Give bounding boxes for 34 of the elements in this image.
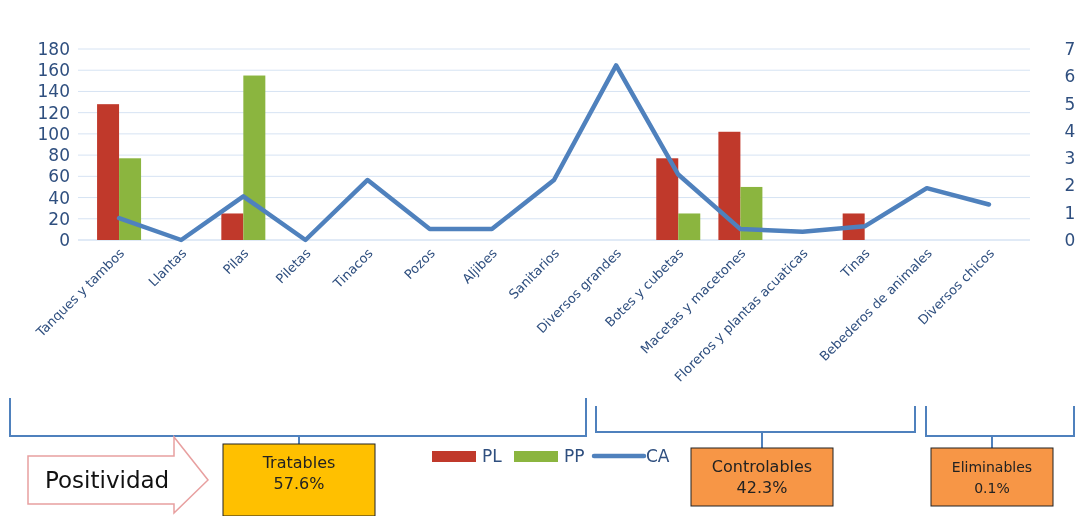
y-tick-label: 40 [48, 187, 70, 208]
y2-tick-label: 6 [1064, 66, 1076, 87]
y-tick-label: 60 [48, 166, 70, 187]
legend-label: CA [646, 446, 670, 466]
y-tick-label: 20 [48, 208, 70, 229]
bar [119, 158, 142, 240]
text: Eliminables 0.1% [951, 459, 1033, 496]
y-tick-label: 80 [48, 145, 70, 166]
y-tick-label: 180 [37, 38, 70, 59]
y2-tick-label: 5 [1064, 93, 1076, 114]
y2-tick-label: 0 [1064, 229, 1076, 250]
bar [243, 75, 266, 240]
y2-tick-label: 1 [1064, 202, 1076, 223]
bar [656, 158, 679, 240]
bar [678, 213, 701, 240]
line-series [116, 63, 992, 243]
bar [97, 104, 120, 240]
legend-label: PL [482, 446, 503, 466]
text: Positividad [45, 467, 170, 493]
bar [221, 213, 244, 240]
y-tick-label: 0 [59, 229, 70, 250]
y2-tick-label: 2 [1064, 175, 1076, 196]
y-tick-label: 160 [37, 60, 70, 81]
text: Controlables 42.3% [711, 457, 813, 497]
y-tick-label: 100 [37, 123, 70, 144]
bar [718, 131, 741, 240]
y2-tick-label: 3 [1064, 148, 1076, 169]
y2-tick-label: 4 [1064, 120, 1076, 141]
y-tick-label: 120 [37, 102, 70, 123]
text: Tratables 57.6% [261, 453, 336, 493]
y2-tick-label: 7 [1064, 38, 1076, 59]
legend-label: PP [564, 446, 585, 466]
y-tick-label: 140 [37, 81, 70, 102]
bar [740, 186, 763, 240]
